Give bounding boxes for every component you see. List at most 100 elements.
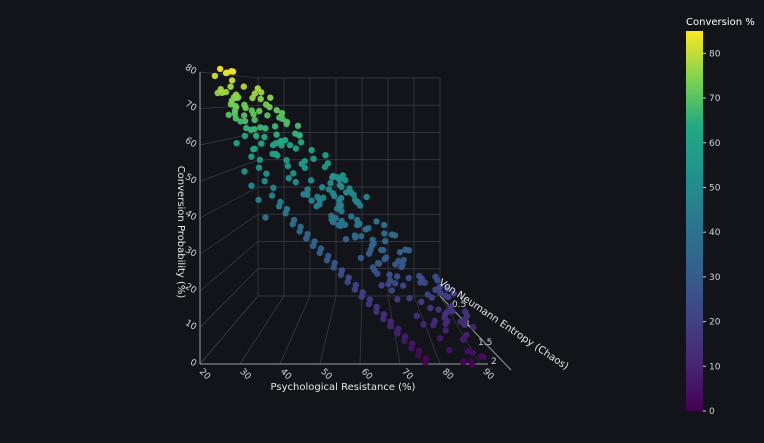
colorbar-gradient <box>686 31 703 411</box>
data-point <box>273 131 280 138</box>
data-point <box>444 285 451 292</box>
data-point <box>275 203 283 210</box>
data-point <box>255 164 263 171</box>
data-point <box>310 242 317 250</box>
colorbar-tick-label: 30 <box>709 273 721 283</box>
z-axis-title: Conversion Probability (%) <box>175 166 186 299</box>
data-point <box>256 107 263 115</box>
data-point <box>417 279 424 286</box>
data-point <box>338 217 345 225</box>
data-point <box>308 146 315 154</box>
data-point <box>400 256 407 264</box>
data-point <box>415 352 422 359</box>
data-point <box>354 198 361 206</box>
data-point <box>338 183 345 191</box>
grid-line <box>199 268 259 328</box>
data-point <box>266 103 273 111</box>
x-tick-label: 60 <box>359 367 374 382</box>
data-point <box>420 321 427 328</box>
data-point <box>369 236 376 243</box>
y-axis-title: Von Neumann Entropy (Chaos) <box>436 277 570 372</box>
data-point <box>251 126 258 133</box>
data-point <box>400 282 407 289</box>
data-point <box>273 107 280 114</box>
data-point <box>427 304 434 312</box>
data-point <box>450 290 457 297</box>
data-point <box>365 300 373 308</box>
grid-line <box>199 295 259 365</box>
data-point <box>296 228 303 235</box>
colorbar-tick-label: 80 <box>709 49 721 59</box>
data-point <box>264 112 271 119</box>
data-point <box>436 335 444 342</box>
data-point <box>292 130 299 137</box>
data-point <box>431 317 438 325</box>
data-point <box>251 145 258 152</box>
data-point <box>251 116 258 124</box>
colorbar-tick-label: 60 <box>709 139 721 149</box>
data-point <box>363 193 370 201</box>
data-point <box>408 344 415 352</box>
data-point <box>257 95 264 103</box>
data-point <box>334 174 341 181</box>
data-point <box>256 156 264 163</box>
data-point <box>394 296 401 303</box>
data-point <box>277 137 285 145</box>
data-point <box>304 186 311 193</box>
colorbar-tick-label: 20 <box>709 318 721 328</box>
data-point <box>248 182 255 189</box>
data-point <box>241 168 248 175</box>
y-tick-label: 0.5 <box>452 300 466 310</box>
data-point <box>217 86 224 93</box>
data-point <box>344 278 351 286</box>
data-point <box>464 348 471 355</box>
data-point <box>290 170 297 177</box>
data-point <box>351 232 359 239</box>
data-point <box>435 306 442 313</box>
data-point <box>422 359 429 366</box>
x-tick-label: 50 <box>318 367 333 382</box>
data-point <box>350 191 358 199</box>
data-point <box>327 179 334 187</box>
data-point <box>445 293 452 301</box>
data-point <box>294 122 302 129</box>
data-point <box>319 184 326 191</box>
data-point <box>470 323 477 331</box>
grid-line <box>199 159 259 182</box>
grid-line <box>359 295 363 365</box>
z-tick-label: 10 <box>183 318 198 333</box>
data-point <box>227 83 234 90</box>
data-point <box>237 118 244 125</box>
data-point <box>442 320 449 328</box>
data-point <box>362 226 369 233</box>
y-axis-ticks: 0.5 1 1.5 2 <box>452 300 497 367</box>
data-point <box>392 261 399 268</box>
data-point <box>330 264 337 271</box>
data-point <box>357 254 365 262</box>
grid-line <box>199 241 259 292</box>
data-point <box>469 349 476 356</box>
data-point <box>337 271 345 279</box>
data-point <box>323 257 331 264</box>
data-point <box>342 177 349 184</box>
data-point <box>298 160 305 167</box>
data-point <box>241 112 248 119</box>
data-point <box>378 282 385 289</box>
data-point <box>283 118 291 126</box>
grid-line <box>199 104 259 109</box>
data-point <box>446 347 453 354</box>
data-point <box>262 214 269 221</box>
data-point <box>405 247 413 254</box>
z-tick-label: 60 <box>183 136 198 151</box>
data-point <box>274 152 281 159</box>
data-point <box>380 221 388 229</box>
data-point <box>342 236 350 243</box>
data-point <box>369 264 377 271</box>
data-point <box>216 65 224 73</box>
data-point <box>442 327 449 334</box>
data-point <box>289 221 296 228</box>
data-point <box>268 192 276 199</box>
data-point <box>307 177 315 184</box>
data-point <box>380 315 387 323</box>
x-tick-label: 70 <box>399 367 414 382</box>
